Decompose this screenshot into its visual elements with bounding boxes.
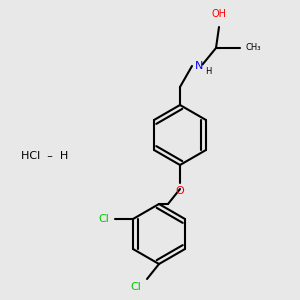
Text: Cl: Cl — [130, 282, 141, 292]
Text: N: N — [195, 61, 203, 71]
Text: Cl: Cl — [98, 214, 109, 224]
Text: H: H — [206, 68, 212, 76]
Text: OH: OH — [212, 10, 226, 20]
Text: HCl  –  H: HCl – H — [21, 151, 69, 161]
Text: O: O — [176, 186, 184, 196]
Text: CH₃: CH₃ — [246, 44, 262, 52]
